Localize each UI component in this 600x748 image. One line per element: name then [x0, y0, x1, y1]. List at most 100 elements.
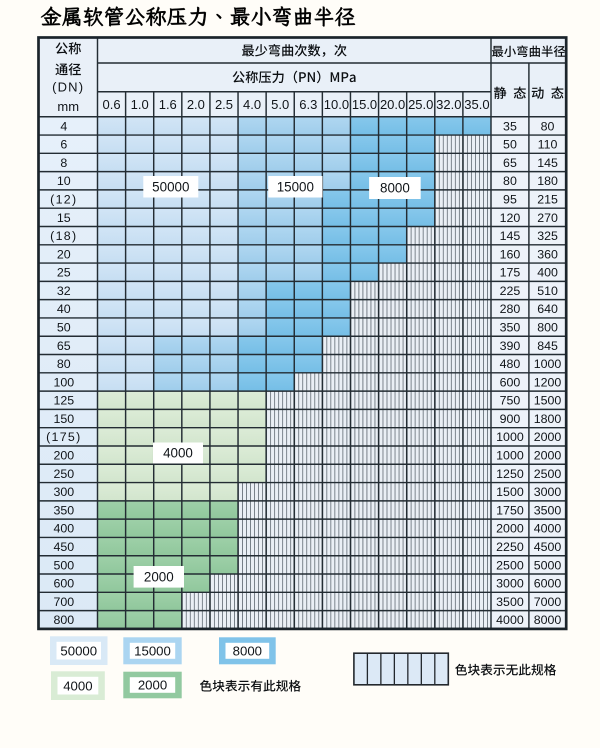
svg-text:3000: 3000: [496, 577, 524, 591]
svg-text:5000: 5000: [534, 558, 562, 572]
svg-text:350: 350: [500, 321, 521, 335]
svg-text:(175): (175): [46, 430, 81, 444]
svg-text:325: 325: [537, 229, 558, 243]
svg-text:600: 600: [53, 577, 74, 591]
svg-text:1500: 1500: [534, 394, 562, 408]
svg-text:2500: 2500: [496, 558, 524, 572]
svg-text:125: 125: [53, 394, 74, 408]
svg-text:1000: 1000: [496, 430, 524, 444]
svg-text:3500: 3500: [496, 595, 524, 609]
svg-text:25: 25: [57, 266, 71, 280]
svg-text:350: 350: [53, 503, 74, 517]
svg-text:25.0: 25.0: [408, 97, 433, 112]
svg-text:15000: 15000: [134, 643, 171, 658]
svg-text:15.0: 15.0: [352, 97, 377, 112]
svg-text:1250: 1250: [496, 467, 524, 481]
svg-text:4: 4: [60, 119, 67, 133]
svg-text:2250: 2250: [496, 540, 524, 554]
svg-text:1000: 1000: [534, 357, 562, 371]
svg-text:200: 200: [53, 449, 74, 463]
svg-text:215: 215: [537, 192, 558, 206]
svg-text:4000: 4000: [534, 522, 562, 536]
svg-text:80: 80: [57, 357, 71, 371]
svg-text:80: 80: [503, 174, 517, 188]
svg-text:480: 480: [500, 357, 521, 371]
svg-text:2.0: 2.0: [187, 97, 205, 112]
svg-text:145: 145: [537, 156, 558, 170]
svg-text:270: 270: [537, 211, 558, 225]
svg-text:8000: 8000: [380, 181, 410, 196]
svg-text:300: 300: [53, 485, 74, 499]
svg-text:4.0: 4.0: [243, 97, 261, 112]
svg-text:225: 225: [500, 284, 521, 298]
svg-text:100: 100: [53, 375, 74, 389]
svg-text:150: 150: [53, 412, 74, 426]
svg-text:2000: 2000: [496, 522, 524, 536]
svg-text:65: 65: [503, 156, 517, 170]
svg-text:2.5: 2.5: [215, 97, 233, 112]
svg-text:900: 900: [500, 412, 521, 426]
svg-text:1000: 1000: [496, 449, 524, 463]
svg-text:8: 8: [60, 156, 67, 170]
svg-text:1750: 1750: [496, 503, 524, 517]
svg-text:(12): (12): [50, 192, 77, 206]
svg-text:50: 50: [503, 138, 517, 152]
svg-text:280: 280: [500, 302, 521, 316]
svg-text:1.0: 1.0: [131, 97, 149, 112]
svg-text:4000: 4000: [63, 678, 92, 693]
svg-text:1.6: 1.6: [159, 97, 177, 112]
svg-text:750: 750: [500, 394, 521, 408]
svg-text:15: 15: [57, 211, 71, 225]
svg-text:360: 360: [537, 247, 558, 261]
svg-text:mm: mm: [57, 99, 79, 114]
svg-text:120: 120: [500, 211, 521, 225]
svg-text:800: 800: [537, 321, 558, 335]
svg-text:1500: 1500: [496, 485, 524, 499]
svg-text:2000: 2000: [534, 430, 562, 444]
svg-text:250: 250: [53, 467, 74, 481]
svg-text:80: 80: [541, 119, 555, 133]
svg-text:180: 180: [537, 174, 558, 188]
svg-text:3000: 3000: [534, 485, 562, 499]
svg-text:160: 160: [500, 247, 521, 261]
svg-text:20.0: 20.0: [380, 97, 405, 112]
svg-text:2000: 2000: [534, 449, 562, 463]
svg-text:110: 110: [538, 138, 558, 152]
svg-text:10.0: 10.0: [324, 97, 349, 112]
svg-text:600: 600: [500, 375, 521, 389]
svg-text:50000: 50000: [152, 179, 189, 194]
svg-text:10: 10: [57, 174, 71, 188]
svg-text:390: 390: [500, 339, 521, 353]
svg-text:1200: 1200: [534, 375, 562, 389]
svg-text:700: 700: [53, 595, 74, 609]
svg-text:4500: 4500: [534, 540, 562, 554]
svg-text:4000: 4000: [163, 446, 193, 461]
svg-text:8000: 8000: [233, 643, 262, 658]
svg-text:(18): (18): [50, 229, 77, 243]
svg-text:6.3: 6.3: [299, 97, 317, 112]
svg-text:32: 32: [57, 284, 71, 298]
svg-text:400: 400: [53, 522, 74, 536]
svg-text:6000: 6000: [534, 577, 562, 591]
svg-text:95: 95: [503, 192, 517, 206]
svg-text:50: 50: [57, 321, 71, 335]
svg-text:4000: 4000: [496, 613, 524, 627]
svg-text:500: 500: [53, 558, 74, 572]
svg-text:400: 400: [537, 266, 558, 280]
svg-text:15000: 15000: [277, 179, 314, 194]
svg-text:2000: 2000: [144, 569, 174, 584]
svg-text:510: 510: [537, 284, 558, 298]
svg-text:32.0: 32.0: [436, 97, 461, 112]
svg-text:(DN): (DN): [52, 79, 84, 94]
svg-text:800: 800: [53, 613, 74, 627]
svg-text:175: 175: [500, 266, 521, 280]
svg-text:2500: 2500: [534, 467, 562, 481]
svg-text:20: 20: [57, 247, 71, 261]
svg-text:640: 640: [537, 302, 558, 316]
svg-text:6: 6: [60, 138, 67, 152]
svg-text:35.0: 35.0: [464, 97, 489, 112]
svg-text:845: 845: [537, 339, 558, 353]
svg-text:2000: 2000: [138, 678, 167, 693]
svg-text:35: 35: [503, 119, 517, 133]
svg-text:1800: 1800: [534, 412, 562, 426]
